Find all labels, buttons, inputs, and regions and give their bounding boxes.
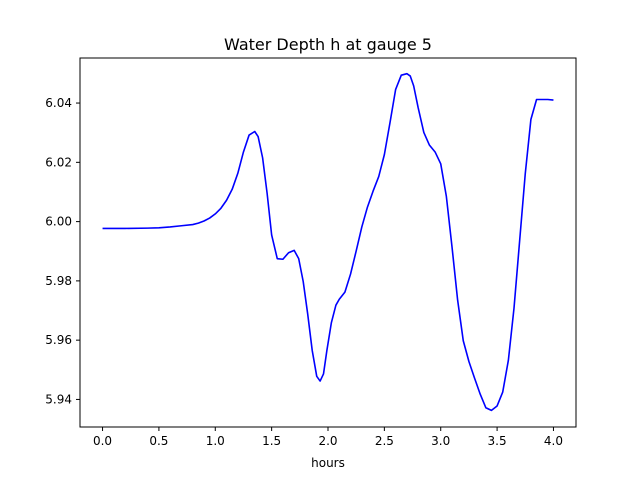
x-tick-label: 0.0 [93,434,112,448]
y-tick-label: 5.94 [45,392,72,406]
x-tick-label: 2.0 [318,434,337,448]
y-tick-label: 6.00 [45,215,72,229]
x-tick-label: 0.5 [149,434,168,448]
y-tick-label: 6.04 [45,96,72,110]
x-tick-label: 2.5 [375,434,394,448]
x-tick-label: 3.0 [431,434,450,448]
x-tick-label: 4.0 [544,434,563,448]
y-axis: 5.94 5.96 5.98 6.00 6.02 6.04 [45,96,80,406]
x-axis-label: hours [311,456,345,470]
y-tick-label: 5.96 [45,333,72,347]
series-line-0 [102,72,554,412]
x-axis: 0.0 0.5 1.0 1.5 2.0 2.5 3.0 3.5 4.0 [93,427,563,448]
plot-area [102,72,554,412]
chart-title: Water Depth h at gauge 5 [224,35,432,54]
y-tick-label: 5.98 [45,274,72,288]
x-tick-label: 1.5 [262,434,281,448]
x-tick-label: 1.0 [206,434,225,448]
x-tick-label: 3.5 [488,434,507,448]
y-tick-label: 6.02 [45,155,72,169]
plot-frame [79,57,577,428]
